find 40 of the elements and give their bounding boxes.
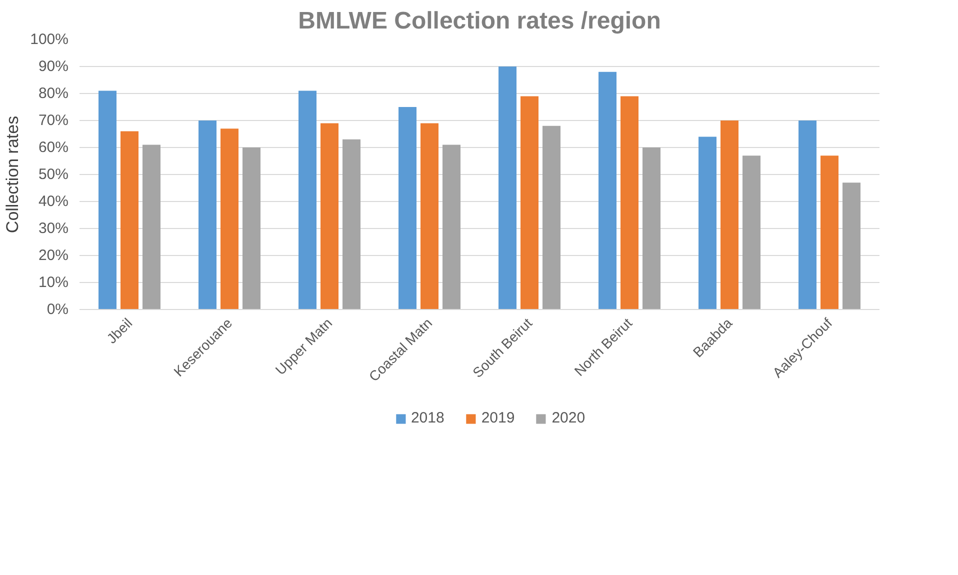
- chart-title: BMLWE Collection rates /region: [298, 8, 661, 34]
- bar: [820, 156, 838, 310]
- y-tick-label: 30%: [38, 220, 69, 237]
- bar: [720, 120, 738, 310]
- bar: [198, 120, 216, 310]
- bar: [698, 136, 716, 310]
- bar: [120, 131, 138, 310]
- legend-label: 2018: [410, 410, 444, 426]
- y-axis-title: Collection rates: [3, 116, 22, 234]
- bar: [342, 139, 360, 310]
- bar: [442, 144, 460, 310]
- y-tick-label: 60%: [38, 139, 69, 156]
- bar: [620, 96, 638, 310]
- bar: [642, 148, 660, 310]
- bar: [298, 90, 316, 310]
- y-tick-label: 50%: [38, 166, 69, 183]
- y-tick-label: 0%: [46, 301, 69, 318]
- bar: [742, 156, 760, 310]
- bar: [420, 123, 438, 310]
- bar: [142, 144, 160, 310]
- bar: [520, 96, 538, 310]
- bar: [542, 126, 560, 310]
- bar: [98, 90, 116, 310]
- bar: [498, 66, 516, 310]
- y-tick-label: 20%: [38, 247, 69, 264]
- bar: [320, 123, 338, 310]
- bar: [220, 128, 238, 310]
- y-tick-label: 80%: [38, 85, 69, 102]
- legend-label: 2020: [552, 410, 586, 426]
- bar: [242, 148, 260, 310]
- bar: [842, 182, 860, 310]
- bar: [598, 72, 616, 310]
- legend-label: 2019: [481, 410, 515, 426]
- bar: [398, 107, 416, 310]
- bar: [798, 120, 816, 310]
- y-tick-label: 90%: [38, 58, 69, 75]
- y-tick-label: 40%: [38, 193, 69, 210]
- y-tick-label: 100%: [30, 31, 69, 48]
- y-tick-label: 10%: [38, 274, 69, 291]
- y-tick-label: 70%: [38, 112, 69, 129]
